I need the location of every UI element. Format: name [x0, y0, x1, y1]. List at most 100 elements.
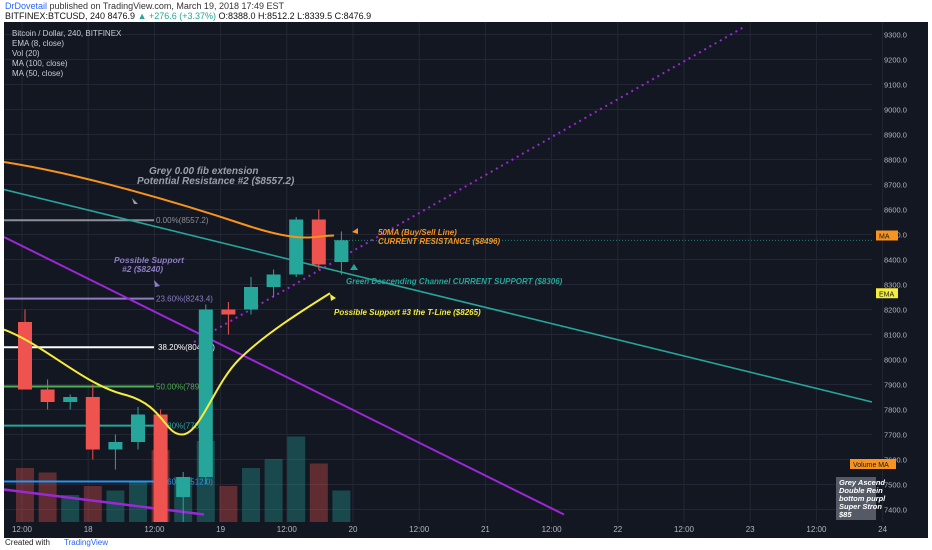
volume-bar	[129, 481, 147, 522]
candle-body	[244, 287, 258, 310]
y-tick-label: 7400.0	[884, 506, 907, 515]
y-tick-label: 9100.0	[884, 81, 907, 90]
arrow-icon	[132, 198, 138, 204]
author-link[interactable]: DrDovetail	[5, 1, 48, 11]
legend-ma50: MA (50, close)	[12, 69, 64, 78]
candle-body	[334, 240, 349, 262]
publish-info: DrDovetail published on TradingView.com,…	[5, 1, 284, 11]
candle-body	[289, 219, 304, 275]
candle-body	[40, 389, 55, 402]
price-change: ▲ +276.6 (+3.37%)	[137, 11, 217, 21]
corner-note-text: $85	[838, 510, 852, 519]
x-tick-label: 12:00	[144, 525, 165, 534]
y-tick-label: 8900.0	[884, 131, 907, 140]
x-tick-label: 19	[216, 525, 225, 534]
fib-level-label: 23.60%(8243.4)	[156, 295, 213, 304]
channel-line-upper	[4, 188, 873, 403]
ohlc-values: O:8388.0 H:8512.2 L:8339.5 C:8476.9	[216, 11, 372, 21]
candle-body	[176, 477, 191, 497]
corner-note-text: bottom purpl	[839, 494, 886, 503]
y-tick-label: 8300.0	[884, 281, 907, 290]
y-tick-label: 8400.0	[884, 256, 907, 265]
candle-body	[221, 309, 236, 315]
x-tick-label: 12:00	[806, 525, 827, 534]
chart-annotation: Possible Support	[114, 255, 185, 265]
y-tick-label: 8000.0	[884, 356, 907, 365]
volume-ma-tag-label: Volume MA	[853, 462, 889, 469]
corner-note-text: Grey Ascend	[839, 478, 885, 487]
symbol-info: BITFINEX:BTCUSD, 240 8476.9 ▲ +276.6 (+3…	[5, 11, 371, 21]
x-tick-label: 18	[84, 525, 93, 534]
y-tick-label: 9000.0	[884, 106, 907, 115]
y-tick-label: 7800.0	[884, 406, 907, 415]
y-tick-label: 8800.0	[884, 156, 907, 165]
candle-body	[131, 414, 145, 442]
fib-level-label: 0.00%(8557.2)	[156, 216, 209, 225]
chart-annotation: Green Descending Channel CURRENT SUPPORT…	[346, 277, 563, 286]
arrow-icon	[330, 294, 336, 301]
x-tick-label: 20	[349, 525, 358, 534]
legend-vol: Vol (20)	[12, 49, 40, 58]
x-tick-label: 12:00	[674, 525, 695, 534]
y-tick-label: 8700.0	[884, 181, 907, 190]
arrow-icon	[350, 264, 358, 270]
price-tag-label: MA	[879, 234, 890, 241]
volume-bar	[61, 495, 80, 522]
purple-trendline-upper	[4, 236, 565, 516]
candle-body	[198, 309, 213, 477]
x-tick-label: 12:00	[277, 525, 298, 534]
x-tick-label: 21	[481, 525, 490, 534]
corner-note-text: Double Rein	[839, 486, 883, 495]
fib-level-label: 38.20%(8049.2)	[158, 343, 215, 352]
y-tick-label: 9200.0	[884, 56, 907, 65]
dotted-projection-line	[193, 26, 745, 343]
y-tick-label: 9300.0	[884, 31, 907, 40]
chart-annotation: Potential Resistance #2 ($8557.2)	[137, 176, 295, 187]
header-bar: DrDovetail published on TradingView.com,…	[0, 0, 932, 22]
chart-annotation: CURRENT RESISTANCE ($8496)	[378, 237, 500, 246]
purple-trendline-lower	[4, 488, 205, 516]
volume-bar	[219, 486, 238, 522]
candle-body	[18, 322, 32, 390]
legend-ma100: MA (100, close)	[12, 59, 68, 68]
candle-body	[153, 414, 168, 522]
candle-body	[63, 397, 78, 402]
x-tick-label: 24	[878, 525, 887, 534]
volume-bar	[16, 468, 34, 522]
created-with-text: Created with	[5, 538, 50, 547]
chart-annotation: #2 ($8240)	[122, 264, 163, 274]
x-tick-label: 12:00	[409, 525, 430, 534]
y-tick-label: 7900.0	[884, 381, 907, 390]
x-tick-label: 23	[746, 525, 755, 534]
x-tick-label: 12:00	[542, 525, 563, 534]
x-tick-label: 12:00	[12, 525, 33, 534]
volume-bar	[287, 436, 306, 522]
candle-body	[311, 219, 326, 265]
publish-text: published on TradingView.com, March 19, …	[47, 1, 284, 11]
fib-level-label: 50.00%(7892.2)	[156, 382, 213, 391]
ema-line	[4, 292, 331, 436]
volume-bar	[309, 463, 328, 522]
arrow-icon	[352, 228, 358, 234]
volume-bar	[83, 486, 102, 522]
candle-body	[266, 274, 281, 287]
legend-ema: EMA (8, close)	[12, 39, 65, 48]
ma50-line	[4, 161, 335, 239]
corner-note-text: Super Stron	[839, 502, 882, 511]
candle-body	[108, 442, 123, 450]
volume-bar	[242, 468, 260, 522]
price-tag-label: EMA	[879, 291, 895, 298]
volume-bar	[264, 459, 283, 522]
chart-area[interactable]: Bitcoin / Dollar, 240, BITFINEX EMA (8, …	[4, 22, 928, 538]
y-tick-label: 8600.0	[884, 206, 907, 215]
price-chart[interactable]: 12:00 18 12:00 19 12:00 20 12:00 21 12:00 22 12:00…	[4, 22, 928, 538]
x-tick-label: 22	[613, 525, 622, 534]
volume-bar	[106, 490, 125, 522]
fib-level-label: 61.80%(7735.4)	[156, 422, 213, 431]
y-tick-label: 8100.0	[884, 331, 907, 340]
y-tick-label: 8200.0	[884, 306, 907, 315]
candle-body	[85, 397, 100, 450]
price-tag-box	[876, 230, 898, 241]
y-tick-label: 7700.0	[884, 431, 907, 440]
volume-ma-tag-box	[850, 459, 896, 469]
